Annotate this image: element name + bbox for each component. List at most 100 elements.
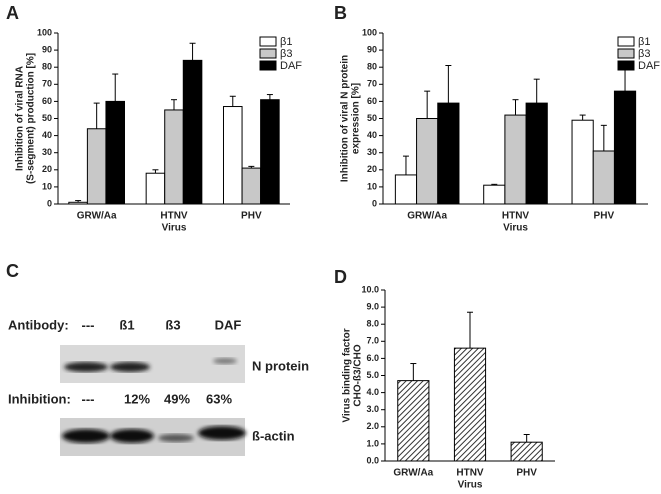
bar — [86, 128, 107, 205]
bar — [525, 102, 548, 205]
y-axis-label: (S-segment) production [%] — [26, 53, 37, 184]
y-tick-label: 1.0 — [366, 438, 379, 448]
y-tick-label: 30 — [42, 147, 52, 157]
y-axis-label: Inhibition of viral RNA — [15, 66, 26, 171]
y-tick-label: 4.0 — [366, 387, 379, 397]
x-tick-label: PHV — [516, 468, 537, 479]
bar — [571, 119, 594, 205]
error-bar — [445, 64, 452, 104]
y-tick-label: 10 — [367, 181, 377, 191]
error-bar — [523, 433, 530, 443]
error-bar — [112, 73, 119, 102]
x-tick-label: HTNV — [456, 468, 484, 479]
x-tick-label: PHV — [594, 211, 615, 222]
band-label: ß-actin — [252, 428, 295, 443]
error-bar — [533, 78, 540, 104]
bar — [504, 114, 527, 205]
bar — [416, 118, 439, 205]
x-tick-label: HTNV — [160, 211, 188, 222]
bar — [592, 150, 615, 205]
error-bar — [512, 99, 519, 116]
x-tick-label: GRW/Aa — [393, 468, 433, 479]
y-tick-label: 30 — [367, 147, 377, 157]
bar — [510, 441, 543, 462]
y-axis-label: CHO-ß3/CHO — [353, 344, 364, 406]
bar — [453, 347, 487, 462]
y-tick-label: 70 — [367, 79, 377, 89]
y-axis-label: Virus binding factor — [342, 328, 353, 422]
y-tick-label: 60 — [367, 96, 377, 106]
error-bar — [467, 311, 473, 349]
bar — [68, 201, 88, 205]
y-tick-label: 100 — [37, 27, 52, 37]
legend-swatch — [259, 48, 277, 59]
y-tick-label: 80 — [367, 62, 377, 72]
inhibition: 12% — [124, 391, 150, 406]
x-tick-label: GRW/Aa — [407, 211, 447, 222]
y-tick-label: 40 — [367, 130, 377, 140]
error-bar — [75, 200, 82, 203]
y-tick-label: 40 — [42, 130, 52, 140]
y-tick-label: 3.0 — [366, 404, 379, 414]
bar — [145, 172, 166, 205]
y-tick-label: 2.0 — [366, 421, 379, 431]
error-bar — [402, 155, 409, 175]
y-tick-label: 80 — [42, 62, 52, 72]
blot-lane: --- — [82, 317, 95, 332]
error-bar — [600, 124, 607, 151]
y-axis-label: expression [%] — [351, 83, 362, 154]
x-axis-label: Virus — [458, 480, 483, 491]
y-tick-label: 90 — [42, 44, 52, 54]
y-tick-label: 90 — [367, 44, 377, 54]
error-bar — [171, 99, 177, 110]
bar — [483, 184, 506, 205]
x-tick-label: GRW/Aa — [77, 211, 117, 222]
bar — [437, 102, 460, 205]
bar — [397, 380, 430, 462]
panel-letter: D — [334, 267, 347, 287]
error-bar — [152, 169, 159, 174]
y-axis-label: Inhibition of viral N protein — [340, 55, 351, 182]
y-tick-label: 9.0 — [366, 301, 379, 311]
legend-swatch — [259, 36, 277, 47]
inhibition: 49% — [164, 391, 190, 406]
blot-lane: ß1 — [119, 317, 134, 332]
error-bar — [491, 183, 498, 186]
legend-swatch — [617, 36, 635, 47]
inhibition: --- — [82, 391, 95, 406]
bar — [260, 99, 280, 205]
y-tick-label: 10 — [42, 181, 52, 191]
legend-swatch — [259, 60, 277, 71]
y-tick-label: 20 — [42, 164, 52, 174]
x-axis-label: Virus — [162, 223, 187, 234]
y-tick-label: 70 — [42, 79, 52, 89]
bar — [164, 109, 184, 205]
y-tick-label: 60 — [42, 96, 52, 106]
error-bar — [266, 94, 273, 100]
legend-label: β3 — [280, 48, 292, 60]
error-bar — [424, 90, 431, 119]
y-tick-label: 50 — [367, 113, 377, 123]
x-axis-label: Virus — [503, 223, 528, 234]
bar — [182, 59, 203, 205]
legend-swatch — [617, 60, 635, 71]
legend-label: DAF — [638, 60, 660, 72]
y-tick-label: 0 — [47, 198, 52, 208]
legend-label: β1 — [638, 36, 650, 48]
bar — [241, 167, 262, 205]
y-tick-label: 6.0 — [366, 353, 379, 363]
x-tick-label: HTNV — [502, 211, 530, 222]
error-bar — [229, 95, 236, 107]
y-tick-label: 0 — [372, 198, 377, 208]
panel-letter: B — [334, 3, 347, 23]
legend-label: β3 — [638, 48, 650, 60]
y-tick-label: 5.0 — [366, 370, 379, 380]
y-tick-label: 20 — [367, 164, 377, 174]
bar — [394, 174, 418, 205]
blot-label: Antibody: — [8, 317, 69, 332]
legend-swatch — [617, 48, 635, 59]
bar — [613, 90, 637, 205]
panel-letter: C — [6, 261, 19, 281]
blot-lane: DAF — [215, 317, 242, 332]
y-tick-label: 100 — [362, 27, 377, 37]
